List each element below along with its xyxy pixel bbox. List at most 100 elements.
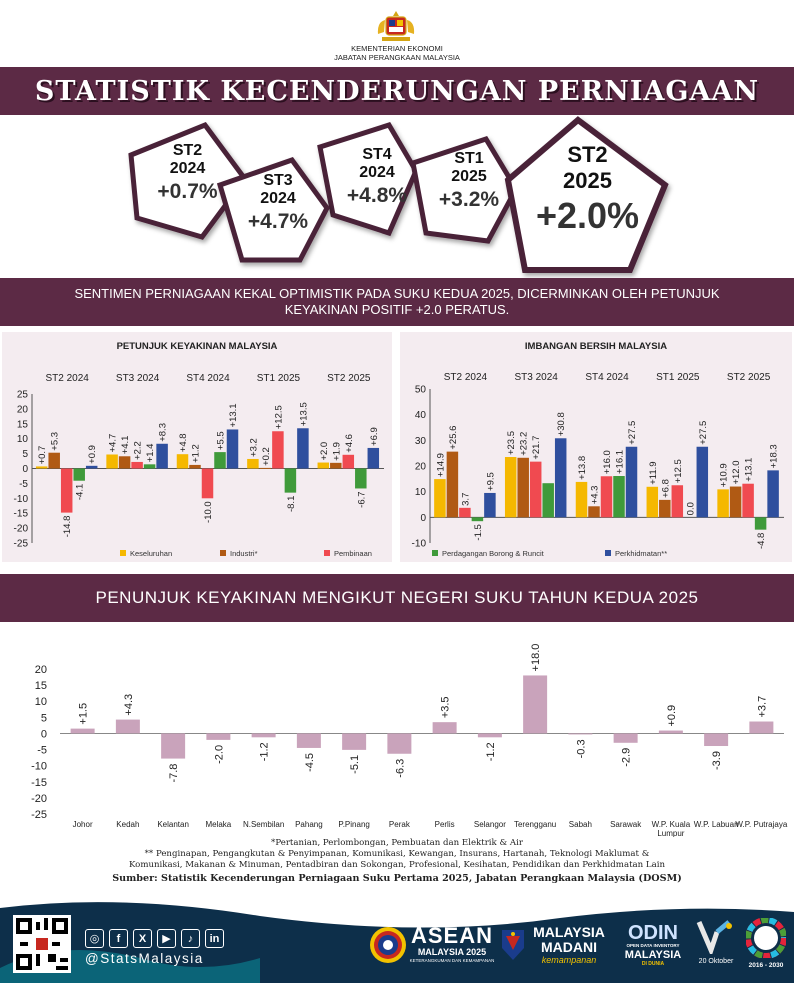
bar-pembinaan: [342, 454, 355, 469]
bar-industri-: [330, 462, 342, 469]
madani-logo-line-2: MADANI: [541, 939, 597, 955]
state-bar: [342, 733, 367, 750]
bar-perdagangan-borong-runcit: [471, 517, 484, 522]
category-label: W.P. Labuan: [694, 820, 739, 829]
bar-keseluruhan: [176, 454, 189, 469]
statistics-day-icon: [696, 920, 732, 954]
data-label: +3.7: [756, 696, 768, 718]
state-bar: [749, 721, 774, 734]
data-label: +1.4: [145, 444, 156, 463]
bar-perdagangan-borong-runcit: [613, 476, 625, 518]
bar-industri-: [729, 486, 742, 518]
y-tick-label: 0: [22, 464, 28, 475]
bar-pembinaan: [272, 431, 284, 469]
net-balance-chart-title: IMBANGAN BERSIH MALAYSIA: [524, 341, 668, 352]
data-label: +21.7: [531, 436, 542, 460]
bar-pembinaan: [459, 507, 471, 518]
quarter-card-4: ST1 2025 +3.2%: [430, 150, 508, 214]
category-label: Lumpur: [657, 829, 684, 837]
y-tick-label: 15: [35, 680, 47, 692]
legend-swatch: [120, 550, 126, 556]
data-label: -1.2: [485, 742, 497, 761]
state-confidence-chart: 20 15 10 5 0 -5 -10 -15 -20 -25 +1.5 Johor +4.3 Kedah…: [31, 644, 788, 837]
qr-code-icon: [16, 918, 68, 970]
data-label: +12.5: [273, 405, 284, 429]
bar-keseluruhan: [35, 466, 48, 469]
category-label: Kedah: [116, 820, 139, 829]
state-bar: [568, 733, 593, 735]
instagram-icon[interactable]: ◎: [85, 929, 104, 948]
state-section-banner: PENUNJUK KEYAKINAN MENGIKUT NEGERI SUKU …: [0, 574, 794, 622]
quarter-value: +4.7%: [247, 210, 309, 233]
bar-industri-: [517, 457, 529, 518]
data-label: +25.6: [448, 426, 459, 450]
x-icon[interactable]: X: [133, 929, 152, 948]
y-tick-label: -25: [31, 809, 47, 821]
y-tick-label: -10: [412, 539, 427, 550]
bar-perkhidmatan-: [367, 447, 380, 469]
data-label: +13.5: [298, 402, 309, 426]
data-label: -6.3: [394, 759, 406, 778]
quarter-value: +0.7%: [157, 180, 218, 203]
quarter-label: ST1: [454, 150, 484, 167]
category-label: W.P. Kuala: [652, 820, 691, 829]
footnote-services-1: ** Penginapan, Pengangkutan & Penyimpana…: [144, 849, 650, 859]
data-label: +4.8: [178, 433, 189, 452]
quarter-year: 2025: [451, 168, 487, 185]
bar-keseluruhan: [106, 454, 118, 469]
y-tick-label: 50: [415, 385, 427, 396]
category-label: Melaka: [205, 820, 231, 829]
bar-industri-: [48, 452, 60, 469]
bar-keseluruhan: [646, 486, 659, 518]
odin-logo-subtitle: OPEN DATA INVENTORY: [626, 943, 680, 948]
facebook-icon[interactable]: f: [109, 929, 128, 948]
category-label: Kelantan: [157, 820, 189, 829]
bar-perkhidmatan-: [625, 446, 638, 518]
legend-label: Keseluruhan: [130, 549, 172, 558]
legend-swatch: [432, 550, 438, 556]
sdg-years: 2016 - 2030: [748, 962, 784, 969]
state-bar: [432, 722, 457, 734]
bar-perkhidmatan-: [297, 428, 309, 469]
tiktok-icon[interactable]: ♪: [181, 929, 200, 948]
qr-code[interactable]: [13, 915, 71, 973]
net-balance-chart-panel: IMBANGAN BERSIH MALAYSIA: [400, 332, 792, 562]
data-label: +27.5: [698, 421, 709, 445]
linkedin-icon[interactable]: in: [205, 929, 224, 948]
asean-logo: ASEAN MALAYSIA 2025 KETERANGKUMAN DAN KE…: [408, 925, 496, 964]
state-bar: [296, 733, 321, 748]
sdg-wheel-icon: [746, 918, 786, 958]
bar-perkhidmatan-: [554, 438, 567, 518]
data-label: -6.7: [356, 491, 367, 507]
y-tick-label: 15: [17, 419, 29, 430]
pentagon-st2-2025: [504, 116, 669, 273]
category-label: Perak: [389, 820, 411, 829]
quarter-value: +2.0%: [535, 195, 640, 236]
data-label: -5.1: [349, 755, 361, 774]
category-label: ST3 2024: [515, 372, 559, 383]
data-label: +13.8: [577, 456, 588, 480]
youtube-icon[interactable]: ▶: [157, 929, 176, 948]
legend-label: Perkhidmatan**: [615, 549, 667, 558]
y-tick-label: 20: [35, 664, 47, 676]
bar-industri-: [189, 464, 201, 469]
legend-label: Pembinaan: [334, 549, 372, 558]
asean-emblem-icon: [370, 927, 406, 963]
state-bar: [704, 733, 729, 747]
data-label: +11.9: [648, 461, 659, 484]
y-tick-label: 20: [415, 462, 427, 473]
bar-perdagangan-borong-runcit: [73, 468, 85, 481]
state-bar: [115, 719, 140, 734]
bar-perkhidmatan-: [767, 470, 779, 518]
state-bar: [251, 733, 276, 738]
sentiment-banner: SENTIMEN PERNIAGAAN KEKAL OPTIMISTIK PAD…: [0, 278, 794, 326]
footnote-services-2: Komunikasi, Makanan & Minuman, Pentadbir…: [128, 860, 666, 870]
social-handle[interactable]: @StatsMalaysia: [85, 951, 204, 966]
state-bar: [477, 733, 502, 738]
quarter-card-2: ST3 2024 +4.7%: [238, 172, 318, 236]
state-bar: [70, 728, 95, 734]
asean-logo-subtitle: MALAYSIA 2025: [417, 947, 487, 957]
y-tick-label: 20: [17, 404, 29, 415]
state-bar: [658, 730, 683, 734]
category-label: Johor: [73, 820, 93, 829]
